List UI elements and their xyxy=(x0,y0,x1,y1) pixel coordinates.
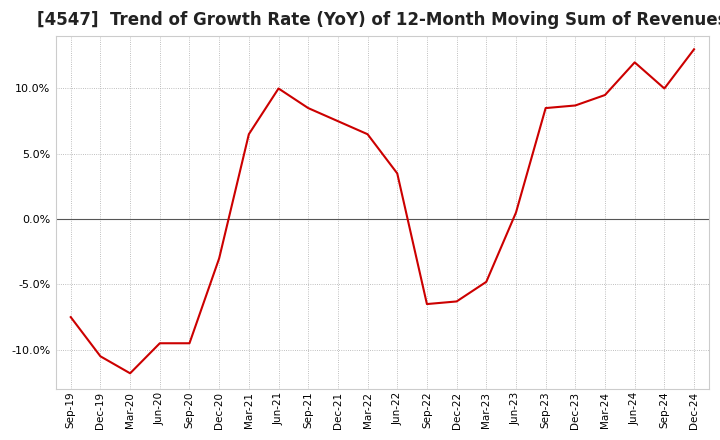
Title: [4547]  Trend of Growth Rate (YoY) of 12-Month Moving Sum of Revenues: [4547] Trend of Growth Rate (YoY) of 12-… xyxy=(37,11,720,29)
